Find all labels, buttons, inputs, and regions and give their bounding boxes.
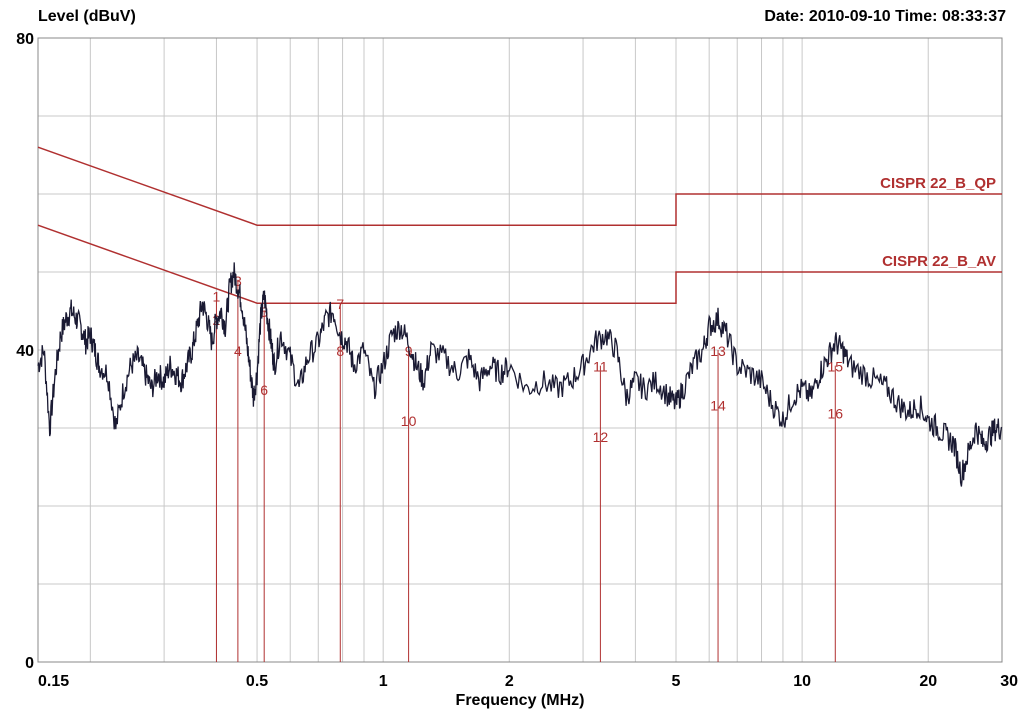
marker-label: 3: [234, 273, 242, 289]
y-tick-label: 0: [25, 655, 34, 672]
x-tick-label: 2: [505, 673, 514, 690]
limit-label: CISPR 22_B_QP: [880, 175, 996, 192]
marker-label: 16: [827, 405, 843, 421]
x-gridlines: [89, 38, 929, 662]
plot-frame: [37, 37, 1003, 663]
marker-label: 5: [260, 304, 268, 320]
limit-line: [37, 224, 1002, 304]
marker-label: 14: [710, 398, 726, 414]
marker-label: 13: [710, 343, 726, 359]
y-tick-labels: 0 40 80: [16, 31, 34, 672]
marker-label: 6: [260, 382, 268, 398]
marker-label: 1: [213, 288, 221, 304]
x-tick-label: 5: [672, 673, 681, 690]
marker-label: 11: [593, 359, 608, 375]
x-tick-label: 0.5: [246, 673, 268, 690]
limit-label: CISPR 22_B_AV: [882, 253, 996, 270]
measurement-trace: [37, 262, 1003, 487]
date-time-stamp: Date: 2010-09-10 Time: 08:33:37: [764, 8, 1006, 25]
marker-label: 10: [401, 413, 417, 429]
limit-lines: CISPR 22_B_QP CISPR 22_B_AV: [37, 146, 1002, 304]
marker-label: 15: [827, 359, 843, 375]
y-tick-label: 80: [16, 31, 34, 48]
x-tick-label: 10: [793, 673, 811, 690]
x-tick-label: 30: [1000, 673, 1018, 690]
marker-label: 8: [336, 343, 344, 359]
x-tick-labels: 0.15 0.5 1 2 5 10 20 30: [38, 673, 1018, 690]
marker-label: 12: [593, 429, 609, 445]
y-tick-label: 40: [16, 343, 34, 360]
marker-label: 7: [336, 296, 344, 312]
trace-line: [37, 262, 1003, 487]
y-gridlines: [38, 37, 1002, 663]
x-tick-label: 1: [379, 673, 388, 690]
x-axis-label: Frequency (MHz): [455, 692, 585, 709]
y-axis-label: Level (dBuV): [38, 8, 136, 25]
limit-line: [37, 146, 1002, 226]
x-tick-label: 0.15: [38, 673, 69, 690]
marker-label: 4: [234, 343, 242, 359]
x-tick-label: 20: [919, 673, 937, 690]
